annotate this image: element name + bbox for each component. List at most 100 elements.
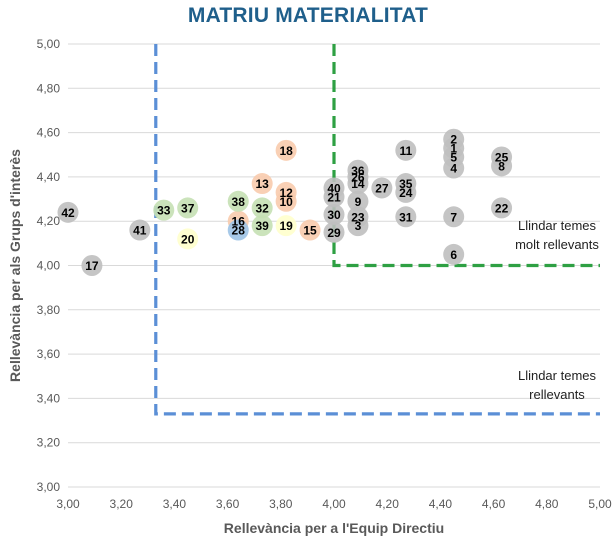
data-point bbox=[371, 177, 393, 199]
x-tick-label: 4,00 bbox=[322, 497, 346, 511]
threshold-relevant-line bbox=[154, 44, 600, 416]
data-point bbox=[57, 201, 79, 223]
data-point-label: 3 bbox=[355, 219, 362, 233]
data-point bbox=[443, 146, 465, 168]
threshold-relevant-annotation: Llindar temes rellevants bbox=[518, 368, 597, 402]
x-axis-label: Rellevància per a l'Equip Directiu bbox=[224, 520, 444, 536]
data-point-label: 37 bbox=[181, 201, 195, 215]
data-point bbox=[395, 139, 417, 161]
data-point bbox=[275, 181, 297, 203]
data-point-label: 8 bbox=[498, 159, 505, 173]
y-tick-label: 3,40 bbox=[37, 391, 61, 405]
y-axis-label: Rellevància per als Grups d'interès bbox=[7, 149, 23, 382]
threshold-very-relevant-annotation-line: molt rellevants bbox=[515, 237, 599, 252]
threshold-very-relevant-annotation: Llindar temes molt rellevants bbox=[515, 218, 599, 252]
x-tick-label: 3,00 bbox=[56, 497, 80, 511]
x-tick-label: 4,40 bbox=[429, 497, 453, 511]
data-point-label: 19 bbox=[279, 219, 293, 233]
data-point bbox=[227, 219, 249, 241]
data-point-label: 4 bbox=[450, 162, 457, 176]
data-point-label: 20 bbox=[181, 232, 195, 246]
data-point-label: 39 bbox=[256, 219, 270, 233]
x-tick-label: 5,00 bbox=[588, 497, 612, 511]
data-point-label: 41 bbox=[133, 224, 147, 238]
data-point-label: 29 bbox=[327, 226, 341, 240]
data-point-label: 15 bbox=[303, 224, 317, 238]
data-point bbox=[491, 146, 513, 168]
data-point-label: 7 bbox=[450, 210, 457, 224]
data-point-label: 27 bbox=[375, 181, 389, 195]
data-point bbox=[129, 219, 151, 241]
data-point bbox=[251, 197, 273, 219]
data-point-label: 22 bbox=[495, 201, 509, 215]
data-point bbox=[275, 215, 297, 237]
data-point bbox=[251, 215, 273, 237]
x-tick-label: 4,60 bbox=[482, 497, 506, 511]
data-point-label: 10 bbox=[279, 195, 293, 209]
threshold-very-relevant-annotation-line: Llindar temes bbox=[518, 218, 597, 233]
data-point-label: 38 bbox=[232, 195, 246, 209]
data-point-label: 36 bbox=[351, 164, 365, 178]
data-point-label: 31 bbox=[399, 210, 413, 224]
y-tick-label: 3,60 bbox=[37, 347, 61, 361]
data-point-label: 18 bbox=[279, 144, 293, 158]
threshold-very-relevant-line bbox=[332, 44, 600, 268]
data-point-label: 6 bbox=[450, 248, 457, 262]
y-tick-label: 4,20 bbox=[37, 214, 61, 228]
data-point bbox=[347, 206, 369, 228]
data-point-label: 28 bbox=[232, 224, 246, 238]
data-point bbox=[153, 199, 175, 221]
data-point bbox=[395, 173, 417, 195]
data-point-label: 21 bbox=[327, 190, 341, 204]
data-point bbox=[177, 228, 199, 250]
data-point-label: 12 bbox=[279, 186, 293, 200]
data-point-label: 11 bbox=[399, 144, 412, 158]
data-point-label: 26 bbox=[351, 170, 365, 184]
y-tick-label: 3,80 bbox=[37, 303, 61, 317]
y-tick-label: 4,80 bbox=[37, 81, 61, 95]
data-point bbox=[251, 173, 273, 195]
data-point-label: 16 bbox=[232, 215, 246, 229]
data-point bbox=[81, 255, 103, 276]
x-tick-label: 3,40 bbox=[163, 497, 187, 511]
data-point-label: 42 bbox=[61, 206, 75, 220]
x-tick-label: 4,20 bbox=[376, 497, 400, 511]
x-tick-label: 4,80 bbox=[535, 497, 559, 511]
y-tick-label: 3,20 bbox=[37, 436, 61, 450]
x-tick-label: 3,80 bbox=[269, 497, 293, 511]
data-point-label: 32 bbox=[256, 201, 270, 215]
y-tick-label: 5,00 bbox=[37, 37, 61, 51]
y-tick-label: 3,00 bbox=[37, 480, 61, 494]
data-point bbox=[323, 204, 345, 226]
data-point bbox=[491, 197, 513, 219]
data-point-label: 2 bbox=[450, 133, 457, 147]
data-point bbox=[443, 206, 465, 228]
data-point-label: 25 bbox=[495, 150, 509, 164]
y-tick-label: 4,60 bbox=[37, 126, 61, 140]
chart-title: MATRIU MATERIALITAT bbox=[187, 4, 429, 27]
threshold-relevant-annotation-line: rellevants bbox=[529, 387, 585, 402]
data-point bbox=[177, 197, 199, 219]
y-tick-label: 4,40 bbox=[37, 170, 61, 184]
data-point-label: 9 bbox=[355, 195, 362, 209]
data-point bbox=[323, 221, 345, 243]
x-tick-label: 3,60 bbox=[216, 497, 240, 511]
x-tick-label: 3,20 bbox=[110, 497, 134, 511]
data-point bbox=[443, 243, 465, 265]
data-point-label: 24 bbox=[399, 186, 413, 200]
data-point-label: 13 bbox=[256, 177, 270, 191]
threshold-relevant-annotation-line: Llindar temes bbox=[518, 368, 597, 383]
data-point-label: 5 bbox=[450, 150, 457, 164]
data-point bbox=[347, 190, 369, 212]
data-point bbox=[299, 219, 321, 241]
data-point-label: 1 bbox=[450, 142, 457, 156]
data-point-label: 33 bbox=[157, 204, 171, 218]
data-point bbox=[275, 139, 297, 161]
data-point-label: 40 bbox=[327, 181, 341, 195]
data-point-label: 35 bbox=[399, 177, 413, 191]
data-point bbox=[395, 206, 417, 228]
data-point-label: 30 bbox=[327, 208, 341, 222]
data-point bbox=[227, 190, 249, 212]
